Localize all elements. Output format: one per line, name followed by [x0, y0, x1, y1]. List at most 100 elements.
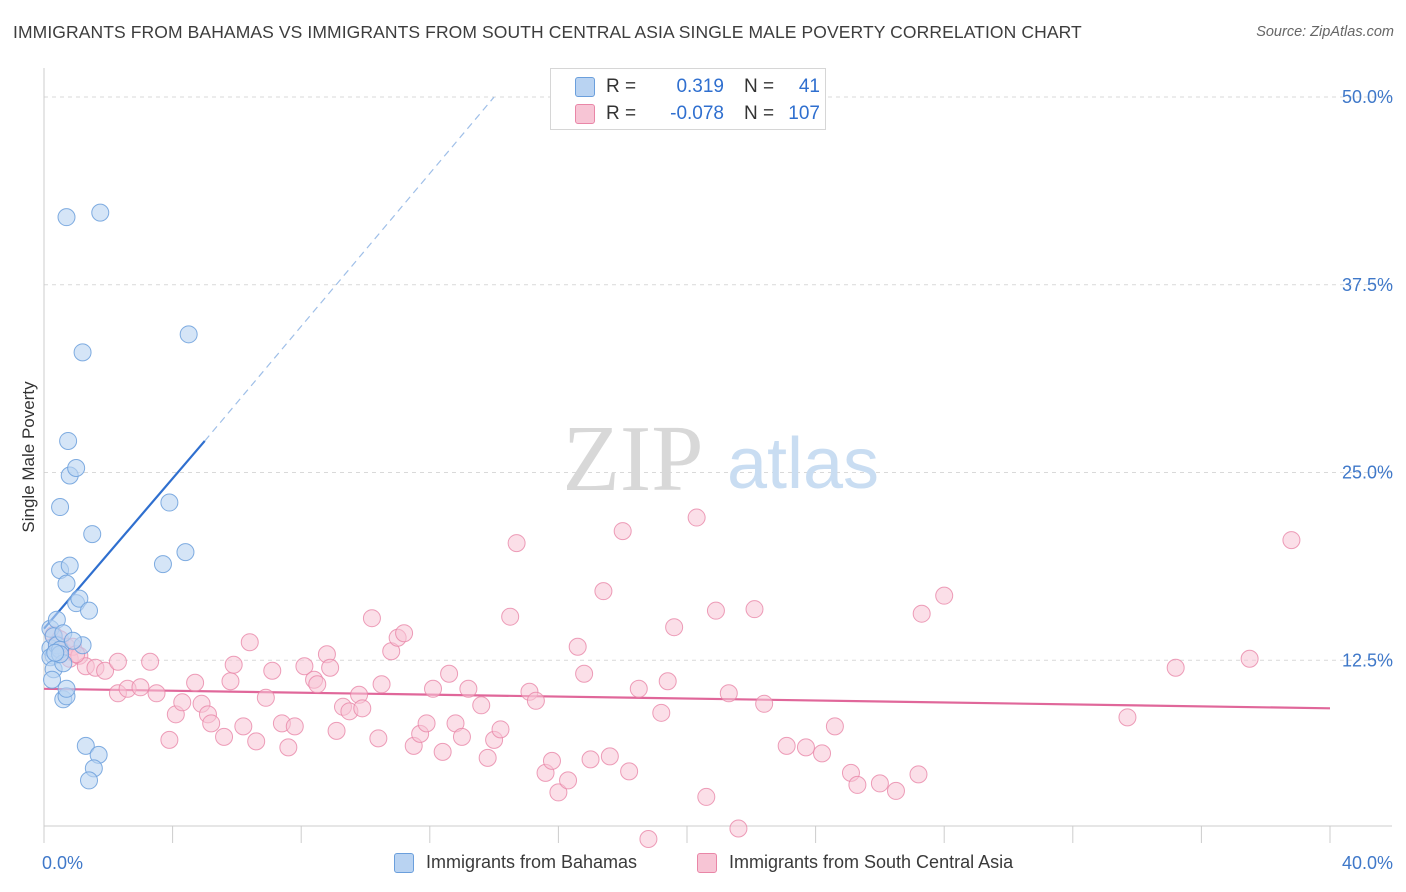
watermark: ZIP atlas [563, 407, 880, 511]
data-point-south-central-asia [719, 684, 738, 703]
data-point-south-central-asia [256, 688, 275, 707]
data-point-bahamas [80, 601, 99, 620]
data-point-south-central-asia [507, 534, 526, 553]
data-point-south-central-asia [186, 673, 205, 692]
data-point-bahamas [76, 736, 95, 755]
data-point-south-central-asia [131, 678, 150, 697]
data-point-south-central-asia [697, 787, 716, 806]
data-point-south-central-asia [353, 699, 372, 718]
data-point-south-central-asia [452, 727, 471, 746]
data-point-south-central-asia [215, 727, 234, 746]
data-point-south-central-asia [639, 829, 658, 848]
data-point-south-central-asia [147, 684, 166, 703]
legend-label-south-central-asia: Immigrants from South Central Asia [729, 852, 1014, 872]
legend-bottom: Immigrants from Bahamas Immigrants from … [0, 852, 1406, 878]
data-point-south-central-asia [321, 658, 340, 677]
data-point-south-central-asia [629, 679, 648, 698]
data-point-south-central-asia [613, 522, 632, 541]
data-point-south-central-asia [796, 738, 815, 757]
legend-swatch-pink [575, 104, 595, 124]
data-point-south-central-asia [141, 652, 160, 671]
data-point-bahamas [57, 679, 76, 698]
trend-line-south-central-asia [43, 687, 1331, 710]
data-point-south-central-asia [581, 750, 600, 769]
y-tick-label: 25.0% [1342, 463, 1393, 483]
data-point-south-central-asia [478, 748, 497, 767]
data-point-south-central-asia [108, 652, 127, 671]
data-point-south-central-asia [459, 679, 478, 698]
data-point-south-central-asia [813, 744, 832, 763]
chart-title: IMMIGRANTS FROM BAHAMAS VS IMMIGRANTS FR… [13, 22, 1082, 42]
data-point-south-central-asia [542, 751, 561, 770]
source-label: Source: ZipAtlas.com [1256, 24, 1394, 40]
data-point-bahamas [57, 574, 76, 593]
data-point-south-central-asia [870, 774, 889, 793]
data-point-south-central-asia [935, 586, 954, 605]
data-point-bahamas [51, 498, 70, 517]
data-point-south-central-asia [501, 607, 520, 626]
data-point-bahamas [46, 643, 65, 662]
data-point-south-central-asia [173, 693, 192, 712]
data-point-bahamas [67, 458, 86, 477]
data-point-south-central-asia [706, 601, 725, 620]
data-point-south-central-asia [549, 783, 568, 802]
data-point-south-central-asia [745, 600, 764, 619]
data-point-bahamas [60, 556, 79, 575]
data-point-bahamas [91, 203, 110, 222]
watermark-atlas: atlas [727, 424, 879, 504]
y-tick-label: 37.5% [1342, 275, 1393, 295]
trend-lines [43, 96, 1331, 710]
data-point-south-central-asia [279, 738, 298, 757]
data-point-bahamas [73, 343, 92, 362]
legend-n-value: 41 [798, 76, 820, 97]
x-tick-label: 40.0% [1342, 853, 1393, 873]
data-point-south-central-asia [263, 661, 282, 680]
legend-swatch-blue [394, 852, 414, 873]
data-point-bahamas [63, 631, 82, 650]
tick-labels: 12.5% 25.0% 37.5% 50.0% 0.0% 40.0% [42, 87, 1393, 873]
y-axis-label: Single Male Poverty [19, 381, 38, 533]
legend-n-label: N = [744, 76, 775, 97]
legend-swatch-blue [575, 77, 595, 97]
data-point-south-central-asia [440, 664, 459, 683]
trend-line-bahamas-extension [204, 96, 495, 442]
data-point-south-central-asia [240, 633, 259, 652]
data-point-south-central-asia [575, 664, 594, 683]
legend-r-value: -0.078 [670, 103, 724, 124]
data-point-south-central-asia [909, 765, 928, 784]
data-point-south-central-asia [620, 762, 639, 781]
data-point-south-central-asia [665, 618, 684, 637]
data-point-bahamas [57, 208, 76, 227]
legend-n-value: 107 [788, 103, 820, 124]
axes [43, 68, 1392, 843]
y-tick-label: 12.5% [1342, 650, 1393, 670]
legend-item-bahamas: Immigrants from Bahamas [394, 852, 637, 873]
series-south-central-asia-points [44, 508, 1301, 848]
legend-label-bahamas: Immigrants from Bahamas [426, 852, 638, 872]
data-point-south-central-asia [1118, 708, 1137, 727]
data-point-south-central-asia [1166, 658, 1185, 677]
legend-row-blue: R = 0.319 N = 41 [575, 76, 820, 98]
data-point-south-central-asia [568, 637, 587, 656]
data-point-bahamas [59, 431, 78, 450]
data-point-south-central-asia [559, 771, 578, 790]
data-point-bahamas [70, 589, 89, 608]
data-point-south-central-asia [600, 747, 619, 766]
data-point-bahamas [153, 555, 172, 574]
data-point-south-central-asia [825, 717, 844, 736]
data-point-south-central-asia [202, 714, 221, 733]
data-point-south-central-asia [491, 720, 510, 739]
data-point-south-central-asia [234, 717, 253, 736]
data-point-bahamas [179, 325, 198, 344]
data-point-south-central-asia [224, 655, 243, 674]
data-point-south-central-asia [594, 582, 613, 601]
data-point-south-central-asia [395, 624, 414, 643]
data-point-south-central-asia [526, 691, 545, 710]
legend-r-label: R = [606, 76, 637, 97]
data-point-south-central-asia [308, 675, 327, 694]
data-point-south-central-asia [327, 721, 346, 740]
data-point-south-central-asia [886, 781, 905, 800]
legend-n-label: N = [744, 103, 775, 124]
data-point-south-central-asia [96, 661, 115, 680]
